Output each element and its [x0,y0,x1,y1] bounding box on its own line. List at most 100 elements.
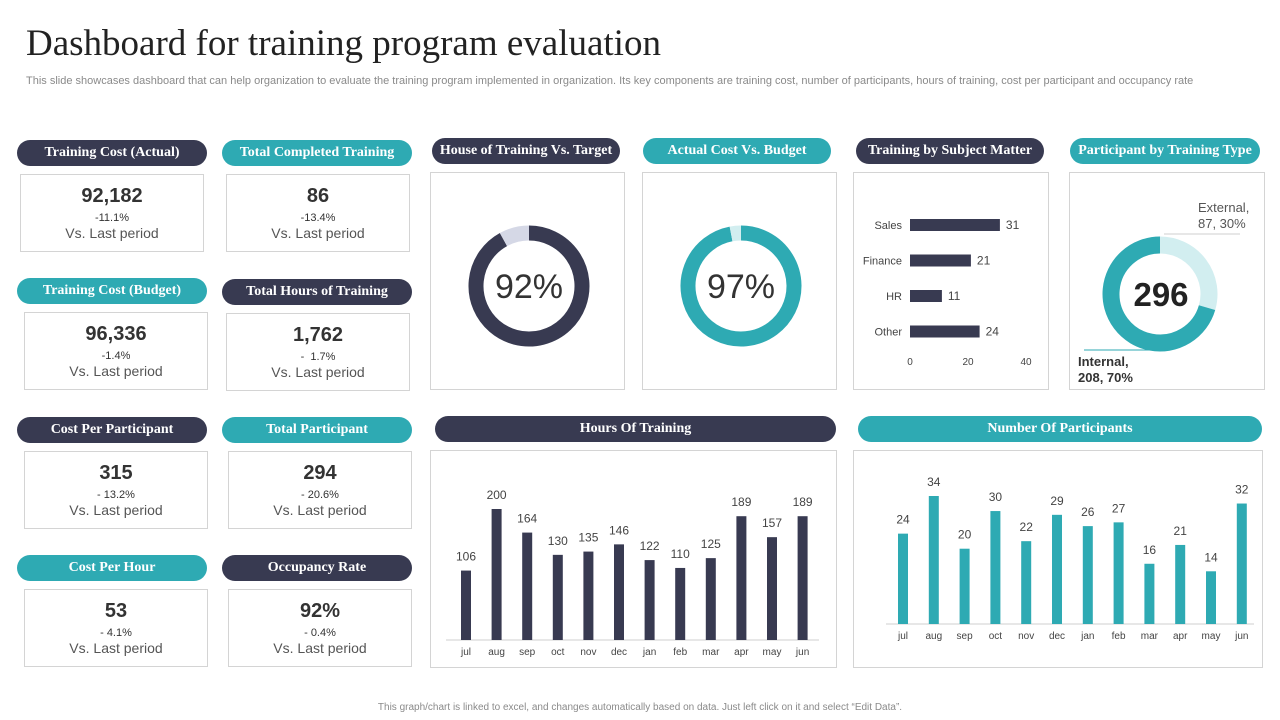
house-vs-target-value-slice [468,225,590,347]
bar [675,567,686,640]
data-label: 106 [456,550,476,564]
category-label: jul [460,647,471,658]
category-label: may [763,647,782,658]
tick-label: 20 [962,357,974,368]
kpi-compare: Vs. Last period [69,502,163,518]
hours-of-training-card: 106 jul 200 aug 164 sep 130 oct 135 nov 146 dec 122 j… [430,450,837,668]
kpi-compare: Vs. Last period [271,225,365,241]
bar [1052,514,1062,624]
category-label: apr [1173,631,1188,642]
cost-per-participant-pill: Cost Per Participant [17,417,207,443]
bar [522,532,533,640]
category-label: sep [957,631,974,642]
cost-per-participant-card: 315 - 13.2% Vs. Last period [24,451,208,529]
category-label: jun [795,647,809,658]
bar [910,219,1000,231]
training-cost-budget-card: 96,336 -1.4% Vs. Last period [24,312,208,390]
kpi-value: 96,336 [85,323,147,345]
internal-value-label: 208, 70% [1078,370,1133,385]
data-label: 30 [989,490,1003,504]
data-label: 32 [1235,483,1249,497]
bar [928,496,939,624]
data-label: 146 [609,523,629,537]
category-label: aug [488,647,505,658]
category-label: dec [611,647,627,658]
category-label: mar [1141,631,1159,642]
house-vs-target-remainder-slice [499,225,530,247]
footer-note: This graph/chart is linked to excel, and… [377,702,903,713]
data-label: 110 [671,547,690,561]
bar [1082,526,1093,624]
kpi-change: -1.4% [101,350,131,362]
kpi-compare: Vs. Last period [65,225,159,241]
data-label: 27 [1112,501,1126,515]
total-participant-card: 294 - 20.6% Vs. Last period [228,451,412,529]
house-vs-target-center-label: 92% [495,268,563,306]
data-label: 125 [701,537,721,551]
kpi-compare: Vs. Last period [273,502,367,518]
data-label: 164 [517,512,537,526]
kpi-compare: Vs. Last period [69,640,163,656]
actual-vs-budget-pill: Actual Cost Vs. Budget [643,138,831,164]
category-label: feb [1112,631,1126,642]
occupancy-rate-pill: Occupancy Rate [222,555,412,581]
subject-matter-chart: Sales 31 Finance 21 HR 11 Other 24 0 20 40 [863,218,1032,368]
house-vs-target-card: 92% [430,172,625,390]
bar [990,511,1001,624]
kpi-change: -11.1% [94,212,130,224]
data-label: 21 [1174,524,1188,538]
category-label: mar [702,647,720,658]
kpi-change: - 1.7% [300,351,336,363]
external-label: External, [1198,200,1249,215]
participant-type-donut: 296 External,87, 30% Internal,208, 70% [1078,200,1249,385]
bar [1021,541,1032,624]
kpi-change: - 20.6% [301,489,339,501]
training-cost-actual-card: 92,182 -11.1% Vs. Last period [20,174,204,252]
data-label: 189 [793,495,813,509]
data-label: 135 [578,531,598,545]
category-label: HR [886,291,902,303]
house-vs-target-donut: 92% [468,225,590,347]
category-label: oct [551,647,565,658]
kpi-value: 92% [299,600,341,622]
occupancy-rate-card: 92% - 0.4% Vs. Last period [228,589,412,667]
bar [461,570,471,640]
bar [736,516,747,640]
data-label: 189 [731,495,751,509]
data-label: 31 [1006,218,1020,232]
training-cost-actual-pill: Training Cost (Actual) [17,140,207,166]
kpi-value: 315 [99,462,133,484]
bar [1236,503,1247,624]
total-hours-of-training-card: 1,762 - 1.7% Vs. Last period [226,313,410,391]
category-label: Sales [874,220,902,232]
category-label: apr [734,647,749,658]
data-label: 157 [762,516,782,530]
kpi-change: - 13.2% [97,489,135,501]
data-label: 200 [487,488,507,502]
category-label: Finance [863,256,902,268]
category-label: sep [519,647,536,658]
data-label: 24 [896,513,910,527]
tick-label: 40 [1020,357,1032,368]
actual-vs-budget-center-label: 97% [707,268,775,306]
page-title: Dashboard for training program evaluatio… [26,23,661,64]
internal-slice [1102,236,1216,352]
data-label: 122 [640,539,660,553]
category-label: oct [989,631,1003,642]
bar [959,548,970,624]
category-label: may [1202,631,1221,642]
category-label: jul [897,631,908,642]
tick-label: 0 [907,357,913,368]
kpi-change: -13.4% [300,212,336,224]
kpi-value: 86 [306,185,330,207]
bar [1206,571,1216,624]
bar [910,325,980,338]
data-label: 26 [1081,505,1095,519]
data-label: 34 [927,475,941,489]
actual-vs-budget-donut: 97% [680,225,802,347]
bar [1144,563,1155,624]
category-label: jan [642,647,656,658]
number-of-participants-pill: Number Of Participants [858,416,1262,442]
house-vs-target-pill: House of Training Vs. Target [432,138,620,164]
category-label: feb [673,647,687,658]
